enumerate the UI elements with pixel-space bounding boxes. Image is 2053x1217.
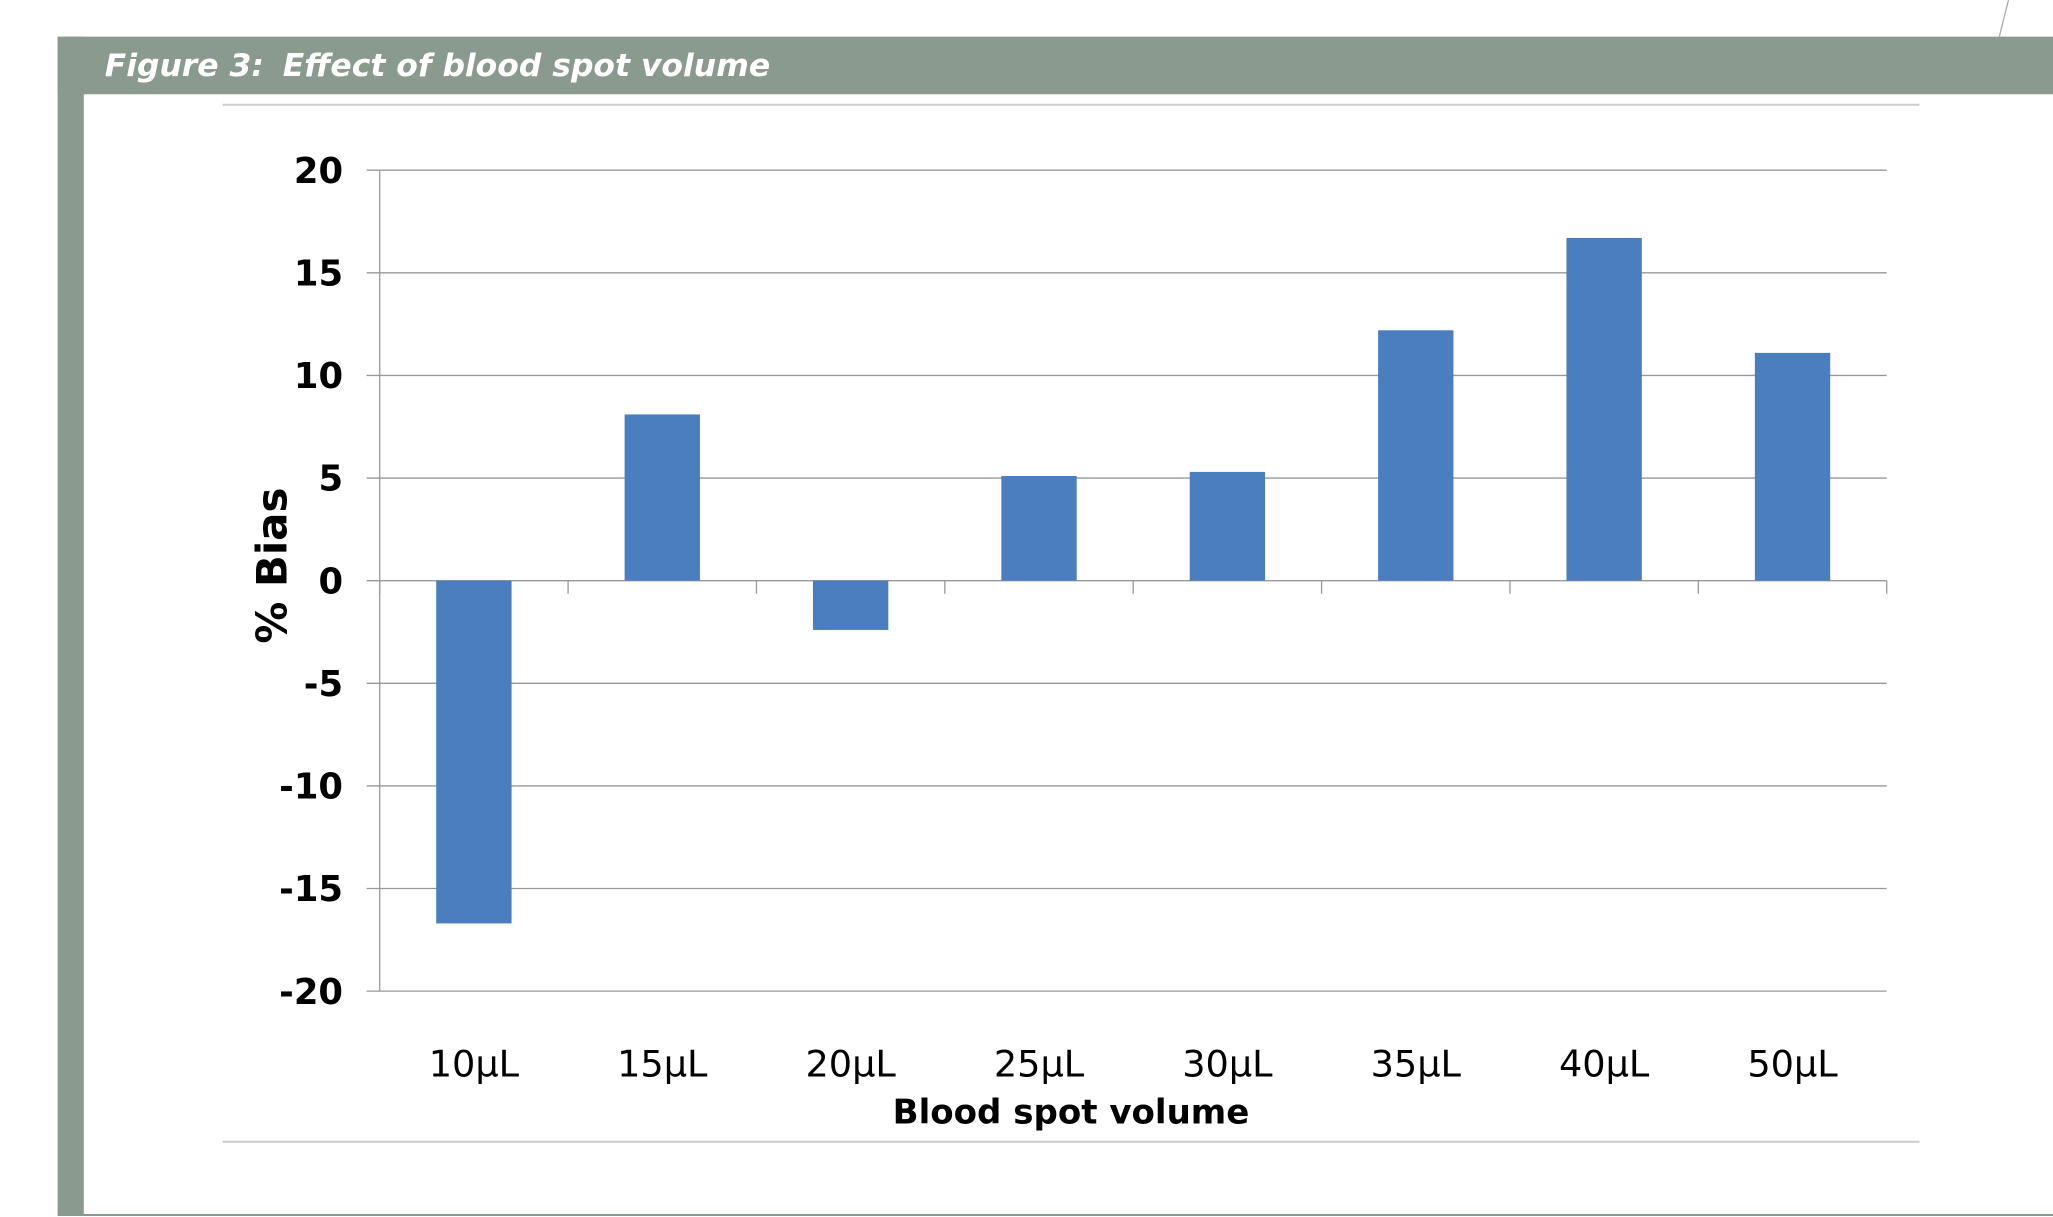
x-axis-label: Blood spot volume xyxy=(893,1093,1250,1133)
x-tick-label: 20µL xyxy=(805,1042,896,1085)
y-tick-label: 15 xyxy=(294,253,343,294)
y-tick-label: -10 xyxy=(279,767,343,808)
bar xyxy=(1001,476,1077,581)
bar xyxy=(1566,237,1642,581)
bar xyxy=(624,414,700,581)
bar xyxy=(812,580,889,630)
y-axis-label: % Bias xyxy=(247,488,296,644)
side-band xyxy=(57,36,84,1216)
x-tick-label: 25µL xyxy=(994,1042,1085,1085)
x-tick-label: 10µL xyxy=(429,1042,520,1085)
x-tick-label: 15µL xyxy=(617,1042,708,1085)
x-tick-label: 30µL xyxy=(1182,1042,1273,1085)
bar xyxy=(1378,330,1454,581)
x-tick-label: 40µL xyxy=(1559,1042,1650,1085)
bar xyxy=(1754,352,1831,581)
x-tick-label: 35µL xyxy=(1371,1042,1462,1085)
x-tick-label: 50µL xyxy=(1747,1042,1838,1085)
y-tick-label: 0 xyxy=(318,561,343,602)
y-tick-label: 20 xyxy=(294,151,343,192)
y-tick-label: 5 xyxy=(318,459,343,500)
bar xyxy=(436,580,512,924)
figure-label: Figure 3: xyxy=(105,48,264,84)
y-tick-label: -20 xyxy=(279,972,343,1013)
bar xyxy=(1189,471,1266,581)
corner-line xyxy=(1998,0,2010,37)
y-tick-label: 10 xyxy=(294,356,343,397)
figure-title: Effect of blood spot volume xyxy=(283,48,770,84)
header-band xyxy=(57,36,2053,95)
y-tick-label: -15 xyxy=(279,869,343,910)
y-tick-label: -5 xyxy=(304,664,343,705)
